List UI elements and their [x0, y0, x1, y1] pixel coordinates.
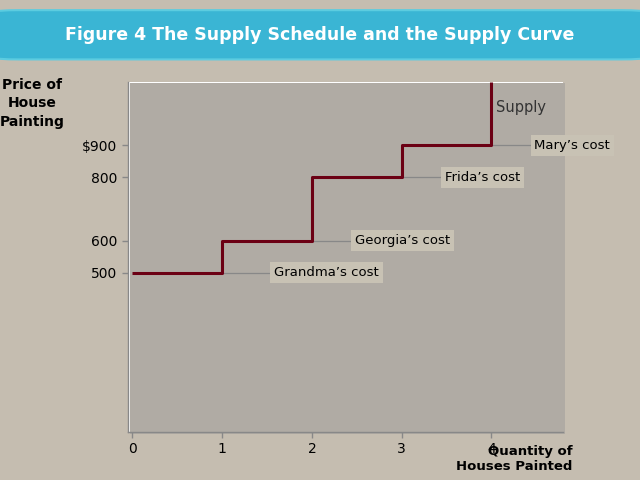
Text: Frida’s cost: Frida’s cost [445, 171, 520, 184]
FancyBboxPatch shape [0, 10, 640, 60]
Text: Supply: Supply [496, 99, 546, 115]
Text: Georgia’s cost: Georgia’s cost [355, 234, 450, 247]
Text: Grandma’s cost: Grandma’s cost [275, 266, 379, 279]
Text: Mary’s cost: Mary’s cost [534, 139, 610, 152]
FancyBboxPatch shape [130, 84, 565, 434]
Text: Quantity of
Houses Painted: Quantity of Houses Painted [456, 445, 573, 473]
Text: Price of
House
Painting: Price of House Painting [0, 78, 65, 129]
Text: Figure 4 The Supply Schedule and the Supply Curve: Figure 4 The Supply Schedule and the Sup… [65, 26, 575, 44]
